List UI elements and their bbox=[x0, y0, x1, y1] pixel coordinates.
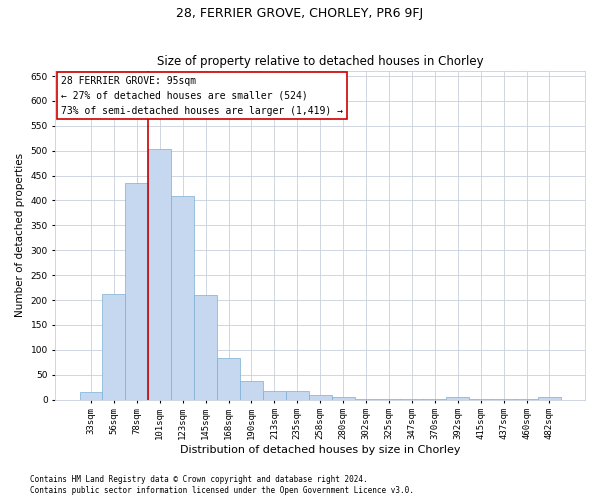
Bar bbox=[80, 392, 103, 400]
Text: Contains public sector information licensed under the Open Government Licence v3: Contains public sector information licen… bbox=[30, 486, 414, 495]
Bar bbox=[424, 398, 446, 400]
Bar bbox=[400, 398, 424, 400]
Bar bbox=[515, 398, 538, 400]
Text: 28 FERRIER GROVE: 95sqm
← 27% of detached houses are smaller (524)
73% of semi-d: 28 FERRIER GROVE: 95sqm ← 27% of detache… bbox=[61, 76, 343, 116]
Bar bbox=[148, 149, 171, 400]
Bar bbox=[240, 380, 263, 400]
Bar bbox=[355, 398, 377, 400]
Bar bbox=[332, 396, 355, 400]
Bar bbox=[103, 294, 125, 400]
Bar bbox=[492, 398, 515, 400]
Bar bbox=[263, 390, 286, 400]
Y-axis label: Number of detached properties: Number of detached properties bbox=[15, 153, 25, 318]
Bar bbox=[194, 295, 217, 400]
Bar bbox=[309, 394, 332, 400]
Bar bbox=[125, 183, 148, 400]
Bar bbox=[446, 397, 469, 400]
Text: 28, FERRIER GROVE, CHORLEY, PR6 9FJ: 28, FERRIER GROVE, CHORLEY, PR6 9FJ bbox=[176, 8, 424, 20]
Bar bbox=[217, 358, 240, 400]
Title: Size of property relative to detached houses in Chorley: Size of property relative to detached ho… bbox=[157, 56, 484, 68]
Bar bbox=[377, 398, 400, 400]
Bar bbox=[171, 196, 194, 400]
Bar bbox=[469, 398, 492, 400]
Bar bbox=[286, 390, 309, 400]
X-axis label: Distribution of detached houses by size in Chorley: Distribution of detached houses by size … bbox=[180, 445, 460, 455]
Text: Contains HM Land Registry data © Crown copyright and database right 2024.: Contains HM Land Registry data © Crown c… bbox=[30, 475, 368, 484]
Bar bbox=[538, 397, 561, 400]
